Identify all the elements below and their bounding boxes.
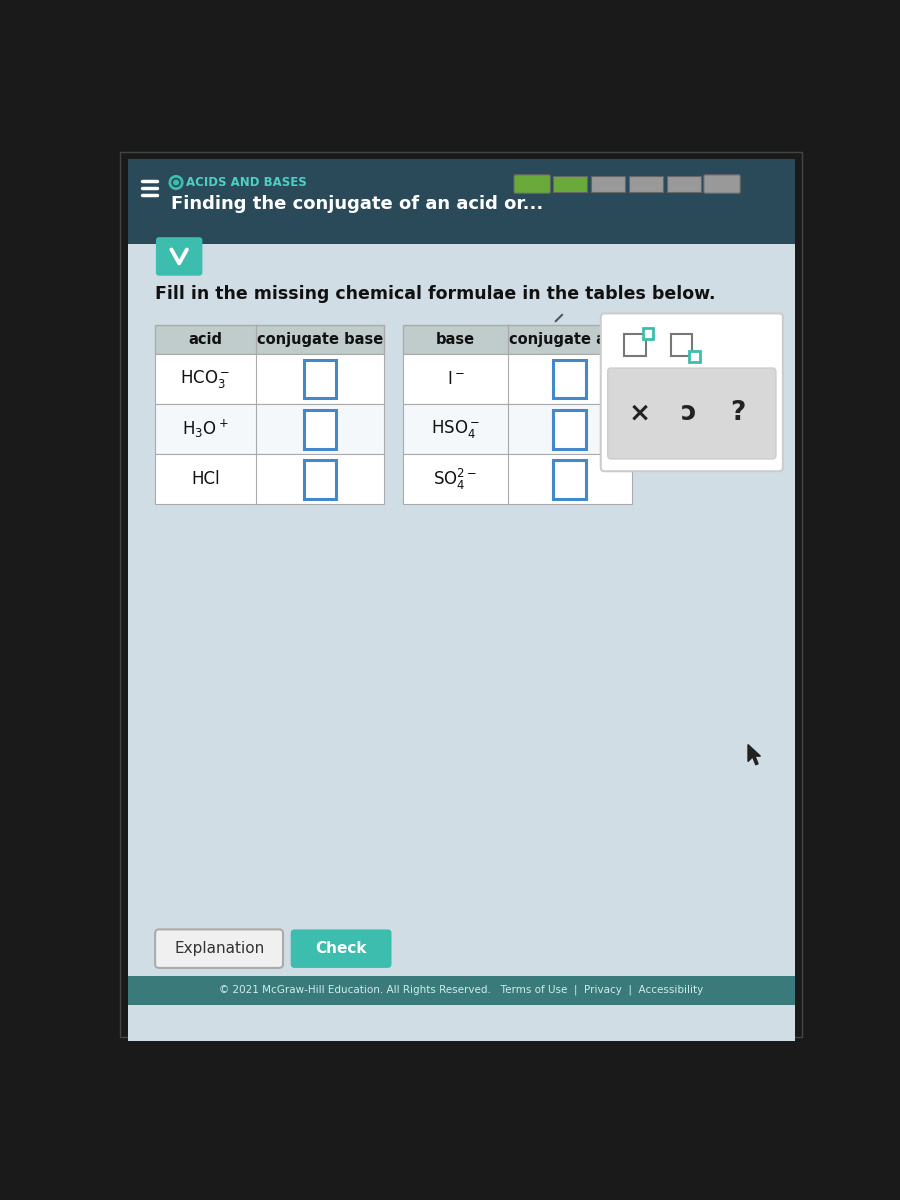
Bar <box>128 976 795 1004</box>
Bar <box>403 404 632 455</box>
Bar <box>128 160 795 244</box>
Polygon shape <box>748 744 760 764</box>
Bar <box>155 455 383 504</box>
Text: base: base <box>436 332 475 347</box>
Bar <box>403 325 632 354</box>
Text: Explanation: Explanation <box>175 941 265 956</box>
Text: conjugate base: conjugate base <box>256 332 382 347</box>
Text: HCl: HCl <box>191 470 220 488</box>
Bar <box>303 360 336 398</box>
Bar <box>155 404 383 455</box>
Text: ?: ? <box>730 401 745 426</box>
Text: ×: × <box>628 401 651 426</box>
Text: © 2021 McGraw-Hill Education. All Rights Reserved.   Terms of Use  |  Privacy  |: © 2021 McGraw-Hill Education. All Rights… <box>219 985 704 996</box>
Bar <box>624 334 645 355</box>
Bar <box>303 410 336 449</box>
Circle shape <box>174 180 178 185</box>
Text: H$_3$O$^+$: H$_3$O$^+$ <box>182 418 229 440</box>
Bar <box>403 354 632 404</box>
FancyBboxPatch shape <box>601 313 783 472</box>
Bar <box>554 410 586 449</box>
Text: ACIDS AND BASES: ACIDS AND BASES <box>186 176 307 188</box>
Bar <box>643 328 653 338</box>
Text: Finding the conjugate of an acid or...: Finding the conjugate of an acid or... <box>171 196 543 214</box>
Text: SO$_4^{2-}$: SO$_4^{2-}$ <box>434 467 477 492</box>
Text: Check: Check <box>315 941 367 956</box>
FancyBboxPatch shape <box>156 238 202 276</box>
Bar <box>689 352 700 362</box>
FancyBboxPatch shape <box>704 175 740 193</box>
Bar <box>670 334 692 355</box>
Text: Fill in the missing chemical formulae in the tables below.: Fill in the missing chemical formulae in… <box>155 286 716 304</box>
Bar <box>554 360 586 398</box>
Text: HCO$_3^-$: HCO$_3^-$ <box>180 368 230 390</box>
FancyBboxPatch shape <box>608 368 776 458</box>
Text: conjugate acid: conjugate acid <box>509 332 630 347</box>
FancyBboxPatch shape <box>514 175 551 193</box>
Text: HSO$_4^-$: HSO$_4^-$ <box>431 419 480 440</box>
Bar <box>155 354 383 404</box>
Bar <box>303 460 336 498</box>
Text: ↄ: ↄ <box>680 401 697 426</box>
Text: acid: acid <box>188 332 222 347</box>
FancyBboxPatch shape <box>629 176 662 192</box>
Bar <box>403 455 632 504</box>
FancyBboxPatch shape <box>554 176 587 192</box>
FancyBboxPatch shape <box>668 176 701 192</box>
FancyBboxPatch shape <box>291 929 392 968</box>
Bar <box>155 325 383 354</box>
FancyBboxPatch shape <box>155 929 283 968</box>
Bar <box>554 460 586 498</box>
Text: I$^-$: I$^-$ <box>446 371 464 389</box>
FancyBboxPatch shape <box>591 176 625 192</box>
